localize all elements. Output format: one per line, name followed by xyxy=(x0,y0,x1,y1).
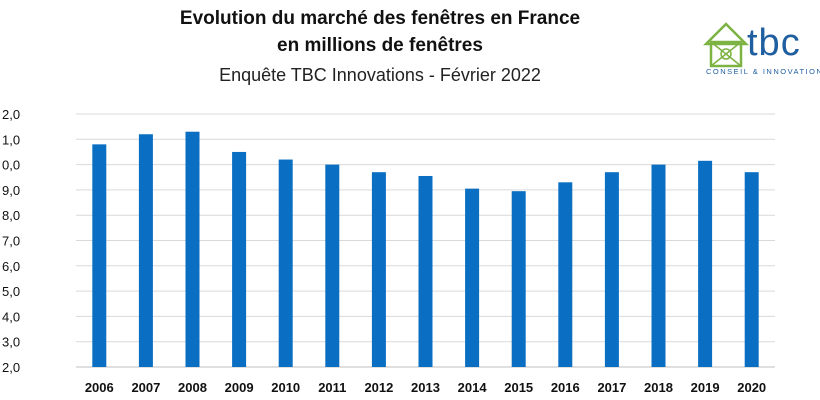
y-tick-label: 6,0 xyxy=(2,259,20,274)
bar-2017 xyxy=(604,172,619,367)
y-tick-label: 0,0 xyxy=(2,158,20,173)
x-tick-label: 2014 xyxy=(458,380,488,395)
x-tick-label: 2007 xyxy=(131,380,160,395)
x-tick-label: 2010 xyxy=(271,380,300,395)
x-tick-label: 2012 xyxy=(364,380,393,395)
bar-2006 xyxy=(92,144,107,367)
bar-chart: 2,0 1,0 0,0 9,0 8,0 7,0 6,0 5,0 4,0 3,0 2,0 2006 200… xyxy=(2,107,775,395)
bar-2011 xyxy=(325,164,340,367)
y-tick-label: 2,0 xyxy=(2,107,20,122)
bar-2014 xyxy=(465,188,480,367)
x-tick-label: 2017 xyxy=(597,380,626,395)
y-tick-label: 1,0 xyxy=(2,132,20,147)
house-icon xyxy=(702,22,750,68)
bar-2008 xyxy=(185,131,200,367)
bar-2016 xyxy=(558,182,573,367)
tbc-logo: tbc CONSEIL & INNOVATION xyxy=(700,10,820,80)
bar-2018 xyxy=(651,164,666,367)
bar-2009 xyxy=(232,151,247,367)
bar-2010 xyxy=(278,159,293,367)
x-tick-label: 2015 xyxy=(504,380,533,395)
x-tick-label: 2018 xyxy=(644,380,673,395)
bar-2007 xyxy=(138,134,153,367)
bar-2020 xyxy=(744,172,759,367)
y-tick-label: 5,0 xyxy=(2,284,20,299)
chart-subtitle: en millions de fenêtres xyxy=(277,35,483,56)
x-tick-label: 2009 xyxy=(225,380,254,395)
x-tick-label: 2020 xyxy=(737,380,766,395)
x-tick-label: 2013 xyxy=(411,380,440,395)
x-tick-label: 2008 xyxy=(178,380,207,395)
x-tick-label: 2011 xyxy=(318,380,346,395)
y-tick-label: 9,0 xyxy=(2,183,20,198)
y-tick-label: 7,0 xyxy=(2,234,20,249)
x-tick-label: 2006 xyxy=(85,380,114,395)
y-tick-label: 4,0 xyxy=(2,309,20,324)
bar-2012 xyxy=(371,172,386,367)
bar-2015 xyxy=(511,191,526,367)
x-tick-label: 2016 xyxy=(551,380,580,395)
bar-2013 xyxy=(418,175,433,367)
y-tick-label: 2,0 xyxy=(2,360,20,375)
logo-wordmark: tbc xyxy=(747,22,801,64)
y-tick-label: 8,0 xyxy=(2,208,20,223)
bar-2019 xyxy=(698,160,713,367)
chart-title: Evolution du marché des fenêtres en Fran… xyxy=(179,8,581,29)
logo-tagline: CONSEIL & INNOVATION xyxy=(706,67,820,76)
y-tick-label: 3,0 xyxy=(2,335,20,350)
chart-source-line: Enquête TBC Innovations - Février 2022 xyxy=(219,65,541,85)
x-tick-label: 2019 xyxy=(691,380,720,395)
